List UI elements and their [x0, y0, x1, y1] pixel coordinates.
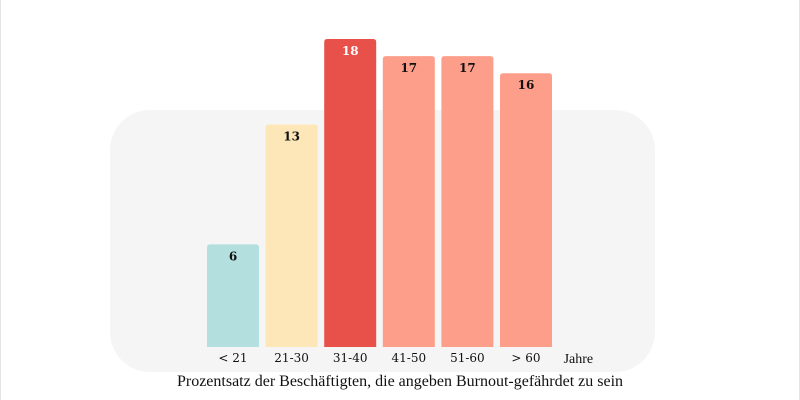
data-label: 6	[229, 249, 237, 263]
x-tick-label: 31-40	[333, 351, 368, 365]
data-label: 16	[518, 78, 535, 92]
data-label: 18	[342, 44, 359, 58]
x-tick-label: < 21	[218, 351, 247, 365]
chart-title: Prozentsatz der Beschäftigten, die angeb…	[176, 373, 624, 390]
x-axis-label: Jahre	[564, 352, 594, 367]
bar	[382, 56, 435, 347]
bar	[207, 244, 259, 347]
data-label: 13	[283, 130, 300, 144]
x-tick-label: 51-60	[450, 351, 485, 365]
bar	[441, 56, 494, 347]
bar	[500, 73, 552, 347]
x-tick-label: > 60	[511, 351, 540, 365]
data-label: 17	[459, 61, 476, 75]
chart-background	[110, 110, 655, 372]
x-tick-label: 21-30	[274, 351, 309, 365]
bar	[324, 39, 377, 347]
x-tick-label: 41-50	[392, 351, 427, 365]
data-label: 17	[400, 61, 417, 75]
bar	[265, 124, 318, 347]
